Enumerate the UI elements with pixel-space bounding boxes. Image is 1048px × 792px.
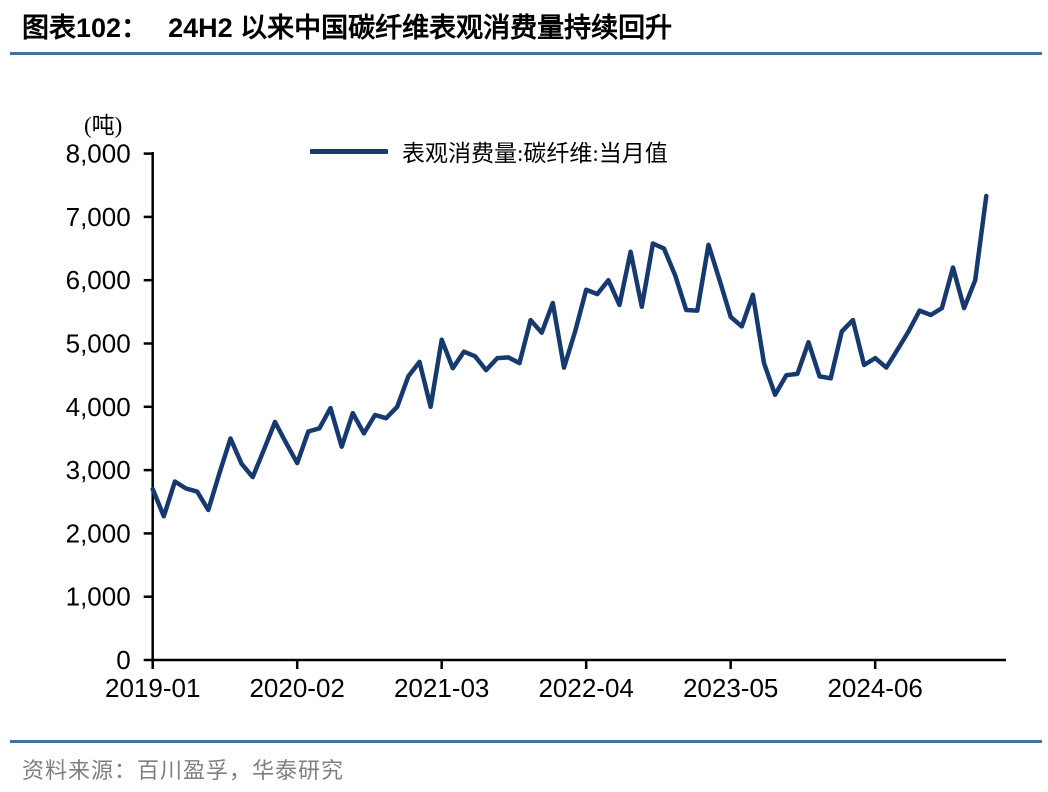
y-tick-label: 7,000 [66, 202, 131, 232]
x-tick-label: 2019-01 [105, 673, 200, 703]
page-title: 图表102： 24H2 以来中国碳纤维表观消费量持续回升 [22, 11, 1032, 45]
y-tick-label: 4,000 [66, 392, 131, 422]
legend: 表观消费量:碳纤维:当月值 [310, 136, 668, 166]
x-tick-label: 2022-04 [538, 673, 633, 703]
y-tick-label: 0 [116, 645, 130, 675]
y-tick-label: 2,000 [66, 518, 131, 548]
chart-number-label: 图表102： [22, 13, 149, 43]
chart-title-text: 24H2 以来中国碳纤维表观消费量持续回升 [168, 13, 673, 43]
source-note: 资料来源：百川盈孚，华泰研究 [22, 758, 345, 783]
title-rule [10, 52, 1042, 55]
x-tick-label: 2024-06 [827, 673, 922, 703]
x-tick-label: 2023-05 [683, 673, 778, 703]
y-tick-label: 1,000 [66, 582, 131, 612]
legend-label: 表观消费量:碳纤维:当月值 [402, 141, 668, 166]
x-tick-label: 2021-03 [394, 673, 489, 703]
y-tick-label: 3,000 [66, 455, 131, 485]
y-tick-label: 6,000 [66, 265, 131, 295]
series-line [150, 193, 989, 519]
x-tick-label: 2020-02 [249, 673, 344, 703]
footer-rule [10, 740, 1042, 743]
y-tick-label: 8,000 [66, 139, 131, 169]
y-tick-label: 5,000 [66, 329, 131, 359]
y-axis-unit-label: (吨) [84, 113, 123, 138]
legend-line-swatch [310, 148, 388, 154]
